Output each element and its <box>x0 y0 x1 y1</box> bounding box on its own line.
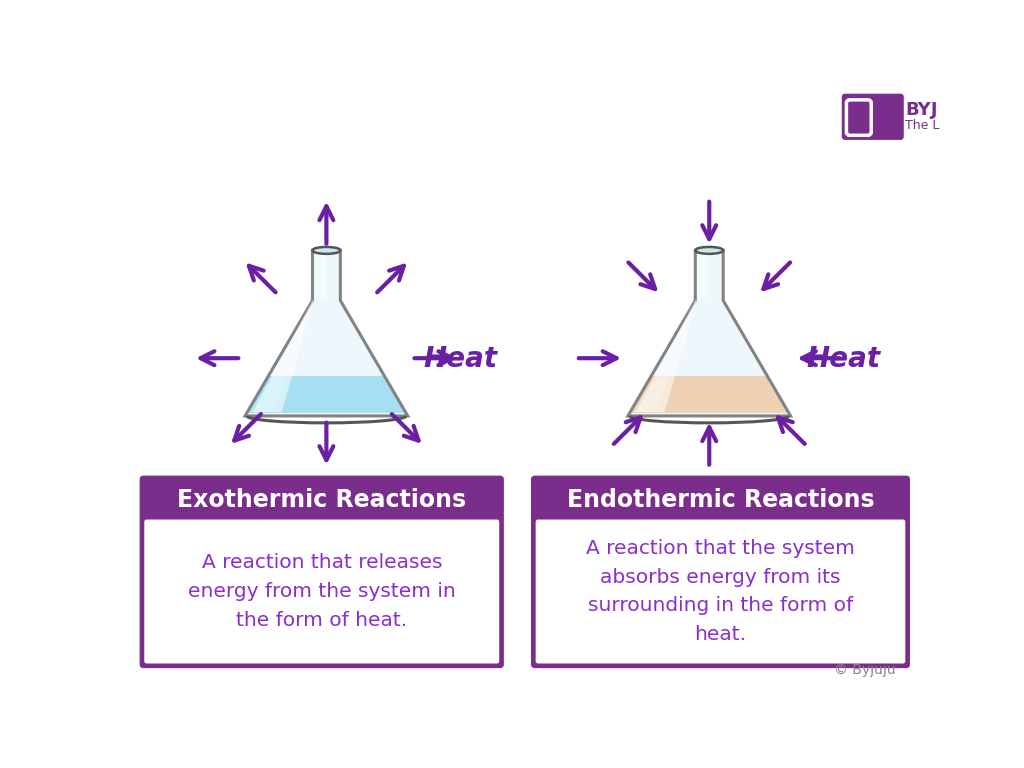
Polygon shape <box>628 250 791 416</box>
FancyBboxPatch shape <box>531 475 910 668</box>
Polygon shape <box>631 376 787 413</box>
Text: Heat: Heat <box>423 345 498 372</box>
Polygon shape <box>697 253 710 298</box>
FancyBboxPatch shape <box>536 519 905 664</box>
Ellipse shape <box>312 247 340 254</box>
Ellipse shape <box>695 247 723 254</box>
FancyBboxPatch shape <box>139 475 504 668</box>
Text: Endothermic Reactions: Endothermic Reactions <box>566 488 874 512</box>
Polygon shape <box>633 377 669 412</box>
Polygon shape <box>248 376 404 413</box>
Polygon shape <box>245 250 408 416</box>
Text: Heat: Heat <box>806 345 881 372</box>
Polygon shape <box>250 377 286 412</box>
Text: A reaction that the system
absorbs energy from its
surrounding in the form of
he: A reaction that the system absorbs energ… <box>586 539 855 644</box>
Text: BYJ: BYJ <box>905 101 938 118</box>
Text: © Byjuju: © Byjuju <box>834 664 895 677</box>
Text: Exothermic Reactions: Exothermic Reactions <box>177 488 466 512</box>
FancyBboxPatch shape <box>144 519 500 664</box>
FancyBboxPatch shape <box>842 94 904 140</box>
Polygon shape <box>253 300 313 412</box>
Polygon shape <box>314 253 327 298</box>
FancyBboxPatch shape <box>536 478 905 522</box>
FancyBboxPatch shape <box>144 478 500 522</box>
Text: The L: The L <box>905 119 940 132</box>
Polygon shape <box>636 300 696 412</box>
Text: A reaction that releases
energy from the system in
the form of heat.: A reaction that releases energy from the… <box>187 553 456 630</box>
